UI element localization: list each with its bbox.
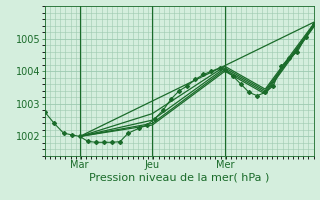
X-axis label: Pression niveau de la mer( hPa ): Pression niveau de la mer( hPa ) bbox=[89, 173, 269, 183]
